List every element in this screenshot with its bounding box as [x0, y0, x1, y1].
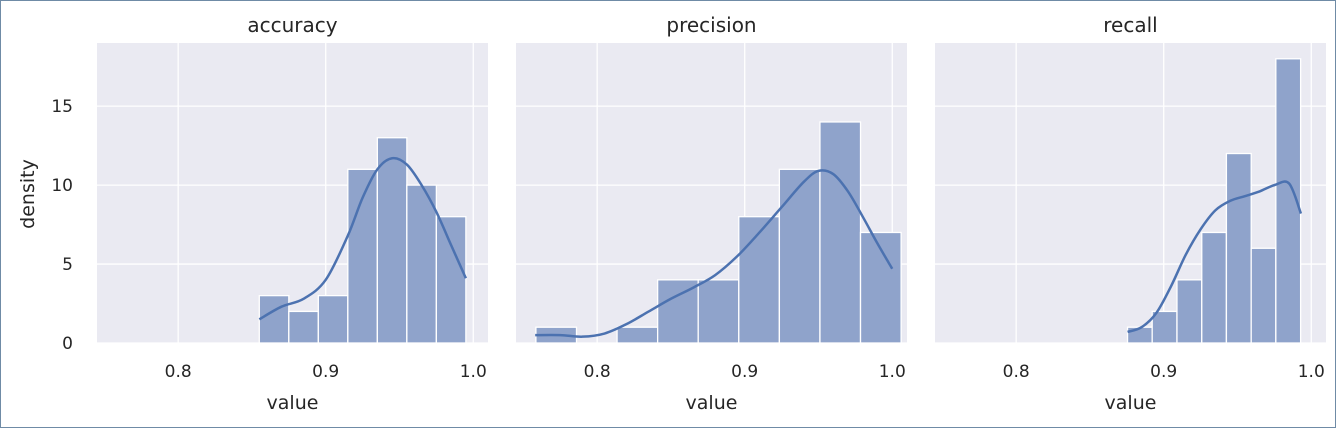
histogram-bar — [1225, 152, 1252, 344]
y-tick-label: 10 — [51, 176, 73, 196]
y-tick-label: 5 — [62, 255, 73, 275]
histogram-bar — [1151, 310, 1178, 344]
panel-title-accuracy: accuracy — [247, 13, 337, 37]
x-tick-label: 0.8 — [1003, 362, 1030, 382]
histogram-bar — [697, 279, 740, 344]
x-tick-label: 0.9 — [731, 362, 758, 382]
x-tick-label: 1.0 — [460, 362, 487, 382]
histogram-bar — [656, 279, 699, 344]
panel-title-recall: recall — [1103, 13, 1157, 37]
histogram-bar — [406, 184, 438, 344]
histogram-bar — [1250, 247, 1277, 344]
x-tick-label: 1.0 — [879, 362, 906, 382]
x-tick-label: 0.8 — [584, 362, 611, 382]
histogram-bar — [616, 326, 659, 344]
histogram-bar — [435, 216, 467, 344]
histogram-bar — [778, 168, 821, 344]
x-tick-label: 1.0 — [1298, 362, 1325, 382]
y-tick-label: 15 — [51, 97, 73, 117]
histogram-bar — [376, 137, 408, 344]
histogram-bar — [738, 216, 781, 344]
x-tick-label: 0.8 — [165, 362, 192, 382]
histogram-bar — [819, 121, 862, 344]
x-axis-label: value — [686, 392, 738, 414]
histogram-bar — [288, 310, 319, 344]
kde-line-recall — [1127, 180, 1303, 334]
histogram-bar — [1126, 326, 1153, 344]
histogram-bar — [258, 294, 290, 344]
histogram-bar — [317, 294, 349, 344]
kde-line-precision — [535, 169, 894, 338]
y-tick-label: 0 — [62, 334, 73, 354]
x-axis-label: value — [267, 392, 319, 414]
x-tick-label: 0.9 — [1150, 362, 1177, 382]
histogram-bar — [1201, 231, 1228, 344]
kde-line-accuracy — [258, 156, 468, 321]
y-axis-label: density — [17, 159, 39, 229]
x-tick-label: 0.9 — [312, 362, 339, 382]
x-axis-label: value — [1105, 392, 1157, 414]
panel-title-precision: precision — [666, 13, 756, 37]
histogram-bar — [1176, 279, 1203, 344]
